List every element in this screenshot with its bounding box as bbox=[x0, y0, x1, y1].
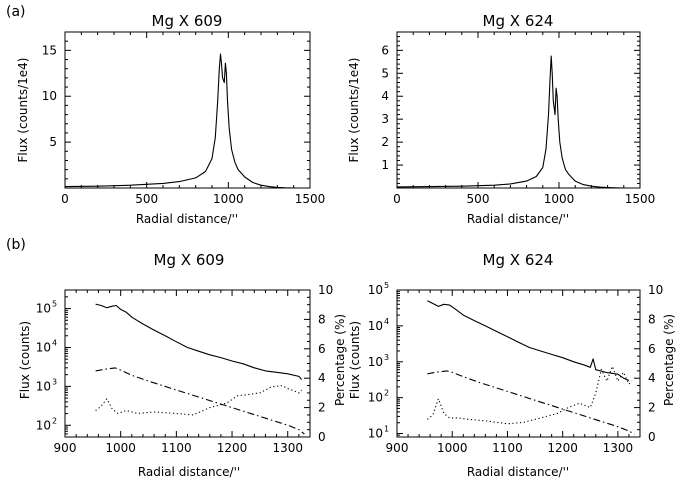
chart-a2-frame bbox=[396, 31, 641, 189]
chart-b2-frame bbox=[396, 289, 641, 438]
chart-a2-series-solid bbox=[396, 55, 624, 189]
y-tick-label: 10 bbox=[36, 379, 51, 393]
y2-tick-label: 10 bbox=[318, 283, 333, 297]
x-tick-label: 500 bbox=[467, 192, 490, 206]
x-tick-label: 900 bbox=[54, 441, 77, 455]
y-tick-label: 10 bbox=[368, 283, 383, 297]
chart-b1-series-solid bbox=[95, 303, 303, 380]
chart-a1-title: Mg X 609 bbox=[152, 12, 223, 30]
y-tick-exponent: 2 bbox=[384, 389, 389, 398]
y2-tick-label: 2 bbox=[318, 401, 326, 415]
y-tick-label: 10 bbox=[368, 391, 383, 405]
x-tick-label: 1000 bbox=[105, 441, 136, 455]
chart-b1-xlabel: Radial distance/'' bbox=[138, 465, 240, 479]
chart-a2-title: Mg X 624 bbox=[483, 12, 554, 30]
y-tick-label: 6 bbox=[381, 43, 389, 57]
y2-tick-label: 10 bbox=[648, 283, 663, 297]
y-tick-exponent: 4 bbox=[52, 338, 57, 347]
y-tick-label: 10 bbox=[36, 302, 51, 316]
chart-a1-xlabel: Radial distance/'' bbox=[136, 212, 238, 226]
x-tick-label: 1100 bbox=[161, 441, 192, 455]
chart-b2-ylabel: Flux (counts) bbox=[348, 321, 362, 399]
y-tick-label: 10 bbox=[36, 418, 51, 432]
x-tick-label: 1000 bbox=[437, 441, 468, 455]
y-tick-exponent: 4 bbox=[384, 317, 389, 326]
x-tick-label: 1500 bbox=[625, 192, 656, 206]
x-tick-label: 1300 bbox=[272, 441, 303, 455]
y-tick-exponent: 3 bbox=[384, 353, 389, 362]
y-tick-exponent: 1 bbox=[384, 425, 389, 434]
y2-tick-label: 4 bbox=[648, 371, 656, 385]
chart-b2-series-dashdot bbox=[427, 370, 635, 435]
y-tick-label: 10 bbox=[368, 355, 383, 369]
chart-a2-ylabel: Flux (counts/1e4) bbox=[347, 58, 361, 163]
y-tick-label: 2 bbox=[381, 135, 389, 149]
chart-b1-title: Mg X 609 bbox=[154, 251, 225, 269]
y-tick-label: 5 bbox=[381, 66, 389, 80]
y2-tick-label: 0 bbox=[318, 430, 326, 444]
x-tick-label: 1000 bbox=[213, 192, 244, 206]
y2-tick-label: 2 bbox=[648, 401, 656, 415]
chart-b2-y2label: Percentage (%) bbox=[662, 314, 676, 406]
y-tick-label: 1 bbox=[381, 158, 389, 172]
panel-label-a: (a) bbox=[6, 4, 26, 20]
y-tick-exponent: 5 bbox=[52, 300, 57, 309]
x-tick-label: 0 bbox=[393, 192, 401, 206]
chart-a1-series-solid bbox=[64, 53, 294, 189]
x-tick-label: 1000 bbox=[544, 192, 575, 206]
chart-b1-series-dotted bbox=[95, 385, 303, 416]
chart-b1-y2label: Percentage (%) bbox=[333, 314, 347, 406]
y-tick-label: 4 bbox=[381, 89, 389, 103]
y-tick-exponent: 3 bbox=[52, 377, 57, 386]
y-tick-label: 3 bbox=[381, 112, 389, 126]
chart-b1-series-dashdot bbox=[95, 367, 305, 435]
x-tick-label: 0 bbox=[61, 192, 69, 206]
y2-tick-label: 6 bbox=[318, 342, 326, 356]
chart-b1-ylabel: Flux (counts) bbox=[18, 321, 32, 399]
chart-a1: Mg X 609 Radial distance/'' Flux (counts… bbox=[16, 12, 325, 226]
x-tick-label: 1200 bbox=[547, 441, 578, 455]
y2-tick-label: 8 bbox=[318, 312, 326, 326]
x-tick-label: 1200 bbox=[217, 441, 248, 455]
panel-label-b: (b) bbox=[6, 237, 26, 253]
chart-b1: Mg X 609 Radial distance/'' Flux (counts… bbox=[18, 251, 347, 479]
chart-b2-xlabel: Radial distance/'' bbox=[467, 465, 569, 479]
chart-a1-ylabel: Flux (counts/1e4) bbox=[16, 58, 30, 163]
x-tick-label: 1100 bbox=[492, 441, 523, 455]
y-tick-label: 10 bbox=[368, 319, 383, 333]
y2-tick-label: 8 bbox=[648, 312, 656, 326]
y-tick-exponent: 5 bbox=[384, 281, 389, 290]
y-tick-label: 10 bbox=[42, 89, 57, 103]
x-tick-label: 900 bbox=[386, 441, 409, 455]
y-tick-label: 10 bbox=[36, 340, 51, 354]
y-tick-label: 15 bbox=[42, 43, 57, 57]
chart-b2-series-solid bbox=[427, 300, 630, 382]
y-tick-exponent: 2 bbox=[52, 416, 57, 425]
chart-b2-series-dotted bbox=[427, 365, 633, 425]
x-tick-label: 1300 bbox=[603, 441, 634, 455]
chart-a2-xlabel: Radial distance/'' bbox=[467, 212, 569, 226]
y2-tick-label: 0 bbox=[648, 430, 656, 444]
chart-b2: Mg X 624 Radial distance/'' Flux (counts… bbox=[348, 251, 676, 479]
chart-a2: Mg X 624 Radial distance/'' Flux (counts… bbox=[347, 12, 655, 226]
y-tick-label: 5 bbox=[49, 135, 57, 149]
y-tick-label: 10 bbox=[368, 427, 383, 441]
chart-b1-frame bbox=[64, 289, 311, 438]
x-tick-label: 500 bbox=[135, 192, 158, 206]
chart-b2-title: Mg X 624 bbox=[483, 251, 554, 269]
y2-tick-label: 4 bbox=[318, 371, 326, 385]
x-tick-label: 1500 bbox=[295, 192, 326, 206]
y2-tick-label: 6 bbox=[648, 342, 656, 356]
chart-a1-frame bbox=[64, 31, 311, 189]
